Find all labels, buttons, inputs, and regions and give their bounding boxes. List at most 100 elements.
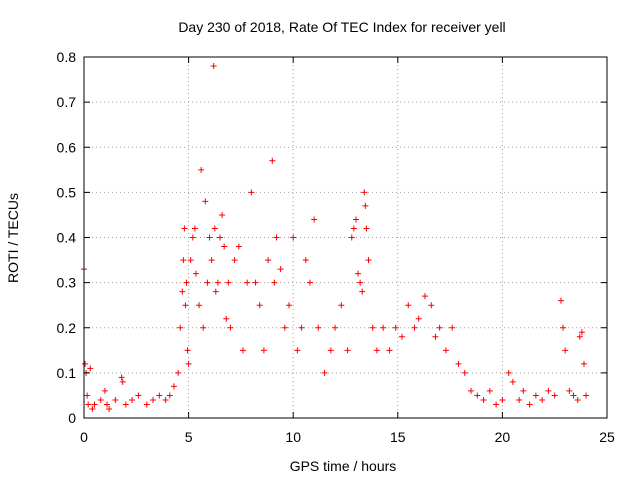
data-point xyxy=(369,324,376,331)
data-point xyxy=(298,324,305,331)
data-point xyxy=(344,347,351,354)
data-point xyxy=(112,396,119,403)
data-point xyxy=(198,166,205,173)
data-point xyxy=(156,392,163,399)
data-point xyxy=(566,387,573,394)
data-point xyxy=(189,234,196,241)
data-point xyxy=(442,347,449,354)
data-point xyxy=(286,302,293,309)
data-point xyxy=(327,347,334,354)
data-point xyxy=(97,396,104,403)
data-points xyxy=(81,63,590,412)
data-point xyxy=(545,387,552,394)
data-point xyxy=(89,405,96,412)
data-point xyxy=(415,315,422,322)
data-point xyxy=(260,347,267,354)
data-point xyxy=(252,279,259,286)
data-point xyxy=(332,324,339,331)
data-point xyxy=(405,302,412,309)
data-point xyxy=(129,396,136,403)
x-tick-label: 10 xyxy=(285,429,301,445)
data-point xyxy=(290,234,297,241)
data-point xyxy=(143,401,150,408)
data-point xyxy=(302,257,309,264)
data-point xyxy=(551,392,558,399)
data-point xyxy=(338,302,345,309)
data-point xyxy=(225,279,232,286)
y-tick-label: 0.3 xyxy=(57,275,77,291)
data-point xyxy=(386,347,393,354)
data-point xyxy=(135,392,142,399)
data-point xyxy=(355,270,362,277)
data-point xyxy=(576,333,583,340)
data-point xyxy=(265,257,272,264)
data-point xyxy=(231,257,238,264)
data-point xyxy=(557,297,564,304)
data-point xyxy=(192,270,199,277)
data-point xyxy=(269,157,276,164)
y-tick-label: 0.2 xyxy=(57,320,77,336)
x-tick-label: 25 xyxy=(599,429,615,445)
data-point xyxy=(421,293,428,300)
data-point xyxy=(526,401,533,408)
data-point xyxy=(461,369,468,376)
y-tick-label: 0 xyxy=(68,410,76,426)
data-point xyxy=(392,324,399,331)
data-point xyxy=(248,189,255,196)
data-point xyxy=(177,324,184,331)
data-point xyxy=(214,279,221,286)
data-point xyxy=(244,279,251,286)
data-point xyxy=(306,279,313,286)
data-point xyxy=(211,225,218,232)
data-point xyxy=(474,392,481,399)
x-tick-label: 0 xyxy=(80,429,88,445)
data-point xyxy=(352,216,359,223)
data-point xyxy=(562,347,569,354)
data-point xyxy=(118,374,125,381)
data-point xyxy=(583,392,590,399)
y-tick-label: 0.8 xyxy=(57,49,77,65)
data-point xyxy=(119,378,126,385)
data-point xyxy=(104,401,111,408)
data-point xyxy=(539,396,546,403)
data-point xyxy=(150,396,157,403)
data-point xyxy=(578,329,585,336)
data-point xyxy=(486,387,493,394)
data-point xyxy=(223,315,230,322)
data-point xyxy=(191,225,198,232)
grid-lines xyxy=(84,57,607,418)
x-axis-label: GPS time / hours xyxy=(290,458,397,474)
data-point xyxy=(350,225,357,232)
data-point xyxy=(202,198,209,205)
data-point xyxy=(363,225,370,232)
data-point xyxy=(221,243,228,250)
data-point xyxy=(432,333,439,340)
data-point xyxy=(101,387,108,394)
x-tick-label: 15 xyxy=(390,429,406,445)
data-point xyxy=(532,392,539,399)
data-point xyxy=(162,396,169,403)
data-point xyxy=(184,347,191,354)
axis-ticks: 0 5 10 15 20 25 0 0.1 0.2 0.3 0.4 0.5 0.6 0.7 0.8 xyxy=(57,49,615,445)
y-tick-label: 0.7 xyxy=(57,94,77,110)
data-point xyxy=(219,211,226,218)
data-point xyxy=(570,392,577,399)
data-point xyxy=(428,302,435,309)
data-point xyxy=(91,401,98,408)
data-point xyxy=(187,257,194,264)
data-point xyxy=(175,369,182,376)
y-tick-label: 0.6 xyxy=(57,139,77,155)
data-point xyxy=(179,288,186,295)
data-point xyxy=(87,365,94,372)
data-point xyxy=(273,234,280,241)
data-point xyxy=(239,347,246,354)
data-point xyxy=(315,324,322,331)
data-point xyxy=(480,396,487,403)
data-point xyxy=(182,302,189,309)
data-point xyxy=(373,347,380,354)
data-point xyxy=(200,324,207,331)
data-point xyxy=(436,324,443,331)
x-tick-label: 20 xyxy=(495,429,511,445)
data-point xyxy=(166,392,173,399)
